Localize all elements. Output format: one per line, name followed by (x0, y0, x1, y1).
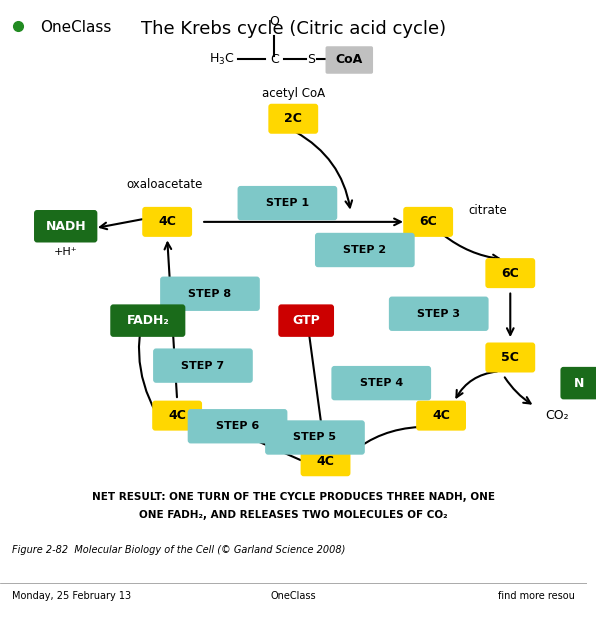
FancyBboxPatch shape (160, 276, 260, 311)
Text: Figure 2-82  Molecular Biology of the Cell (© Garland Science 2008): Figure 2-82 Molecular Biology of the Cel… (12, 545, 345, 555)
Text: find more resou: find more resou (498, 591, 575, 601)
FancyBboxPatch shape (110, 304, 185, 337)
FancyBboxPatch shape (331, 366, 431, 400)
Text: acetyl CoA: acetyl CoA (262, 87, 325, 100)
FancyBboxPatch shape (325, 46, 373, 74)
Text: STEP 4: STEP 4 (359, 378, 403, 388)
Text: Monday, 25 February 13: Monday, 25 February 13 (12, 591, 131, 601)
Text: 4C: 4C (158, 216, 176, 228)
FancyBboxPatch shape (34, 210, 97, 242)
Text: 5C: 5C (501, 351, 519, 364)
FancyBboxPatch shape (268, 104, 318, 134)
FancyBboxPatch shape (315, 232, 415, 268)
FancyBboxPatch shape (278, 304, 334, 337)
Text: 4C: 4C (432, 409, 450, 422)
Text: GTP: GTP (292, 314, 320, 327)
Text: O: O (269, 15, 280, 28)
Text: STEP 7: STEP 7 (181, 361, 225, 371)
FancyBboxPatch shape (403, 207, 453, 237)
Text: ONE FADH₂, AND RELEASES TWO MOLECULES OF CO₂: ONE FADH₂, AND RELEASES TWO MOLECULES OF… (139, 510, 448, 520)
Text: CoA: CoA (336, 53, 362, 66)
FancyBboxPatch shape (485, 258, 535, 288)
Text: STEP 2: STEP 2 (343, 245, 386, 255)
Text: 6C: 6C (420, 216, 437, 228)
Text: 2C: 2C (284, 112, 302, 125)
FancyBboxPatch shape (560, 367, 596, 399)
FancyBboxPatch shape (416, 401, 466, 431)
Text: STEP 1: STEP 1 (266, 198, 309, 208)
Text: OneClass: OneClass (41, 20, 112, 35)
Text: STEP 6: STEP 6 (216, 421, 259, 431)
FancyBboxPatch shape (389, 296, 489, 331)
Text: STEP 8: STEP 8 (188, 289, 231, 299)
Text: NET RESULT: ONE TURN OF THE CYCLE PRODUCES THREE NADH, ONE: NET RESULT: ONE TURN OF THE CYCLE PRODUC… (92, 492, 495, 502)
Text: C: C (270, 53, 279, 66)
Text: +H⁺: +H⁺ (54, 247, 77, 257)
FancyBboxPatch shape (152, 401, 202, 431)
Text: OneClass: OneClass (271, 591, 316, 601)
Text: N: N (575, 377, 585, 389)
Text: STEP 5: STEP 5 (293, 432, 337, 442)
FancyBboxPatch shape (300, 446, 350, 476)
FancyBboxPatch shape (238, 186, 337, 220)
Text: The Krebs cycle (Citric acid cycle): The Krebs cycle (Citric acid cycle) (141, 20, 446, 38)
Text: FADH₂: FADH₂ (126, 314, 169, 327)
Text: H$_3$C: H$_3$C (209, 52, 235, 67)
FancyBboxPatch shape (142, 207, 192, 237)
FancyBboxPatch shape (188, 409, 287, 444)
Text: 4C: 4C (168, 409, 186, 422)
Text: citrate: citrate (468, 204, 507, 217)
FancyBboxPatch shape (485, 342, 535, 372)
Text: CO₂: CO₂ (545, 409, 569, 422)
FancyBboxPatch shape (153, 349, 253, 382)
Text: 4C: 4C (316, 455, 334, 468)
Text: NADH: NADH (45, 220, 86, 232)
Text: oxaloacetate: oxaloacetate (126, 177, 203, 191)
Text: STEP 3: STEP 3 (417, 309, 460, 319)
Text: 6C: 6C (501, 267, 519, 279)
FancyBboxPatch shape (265, 421, 365, 455)
Text: S: S (307, 53, 315, 66)
